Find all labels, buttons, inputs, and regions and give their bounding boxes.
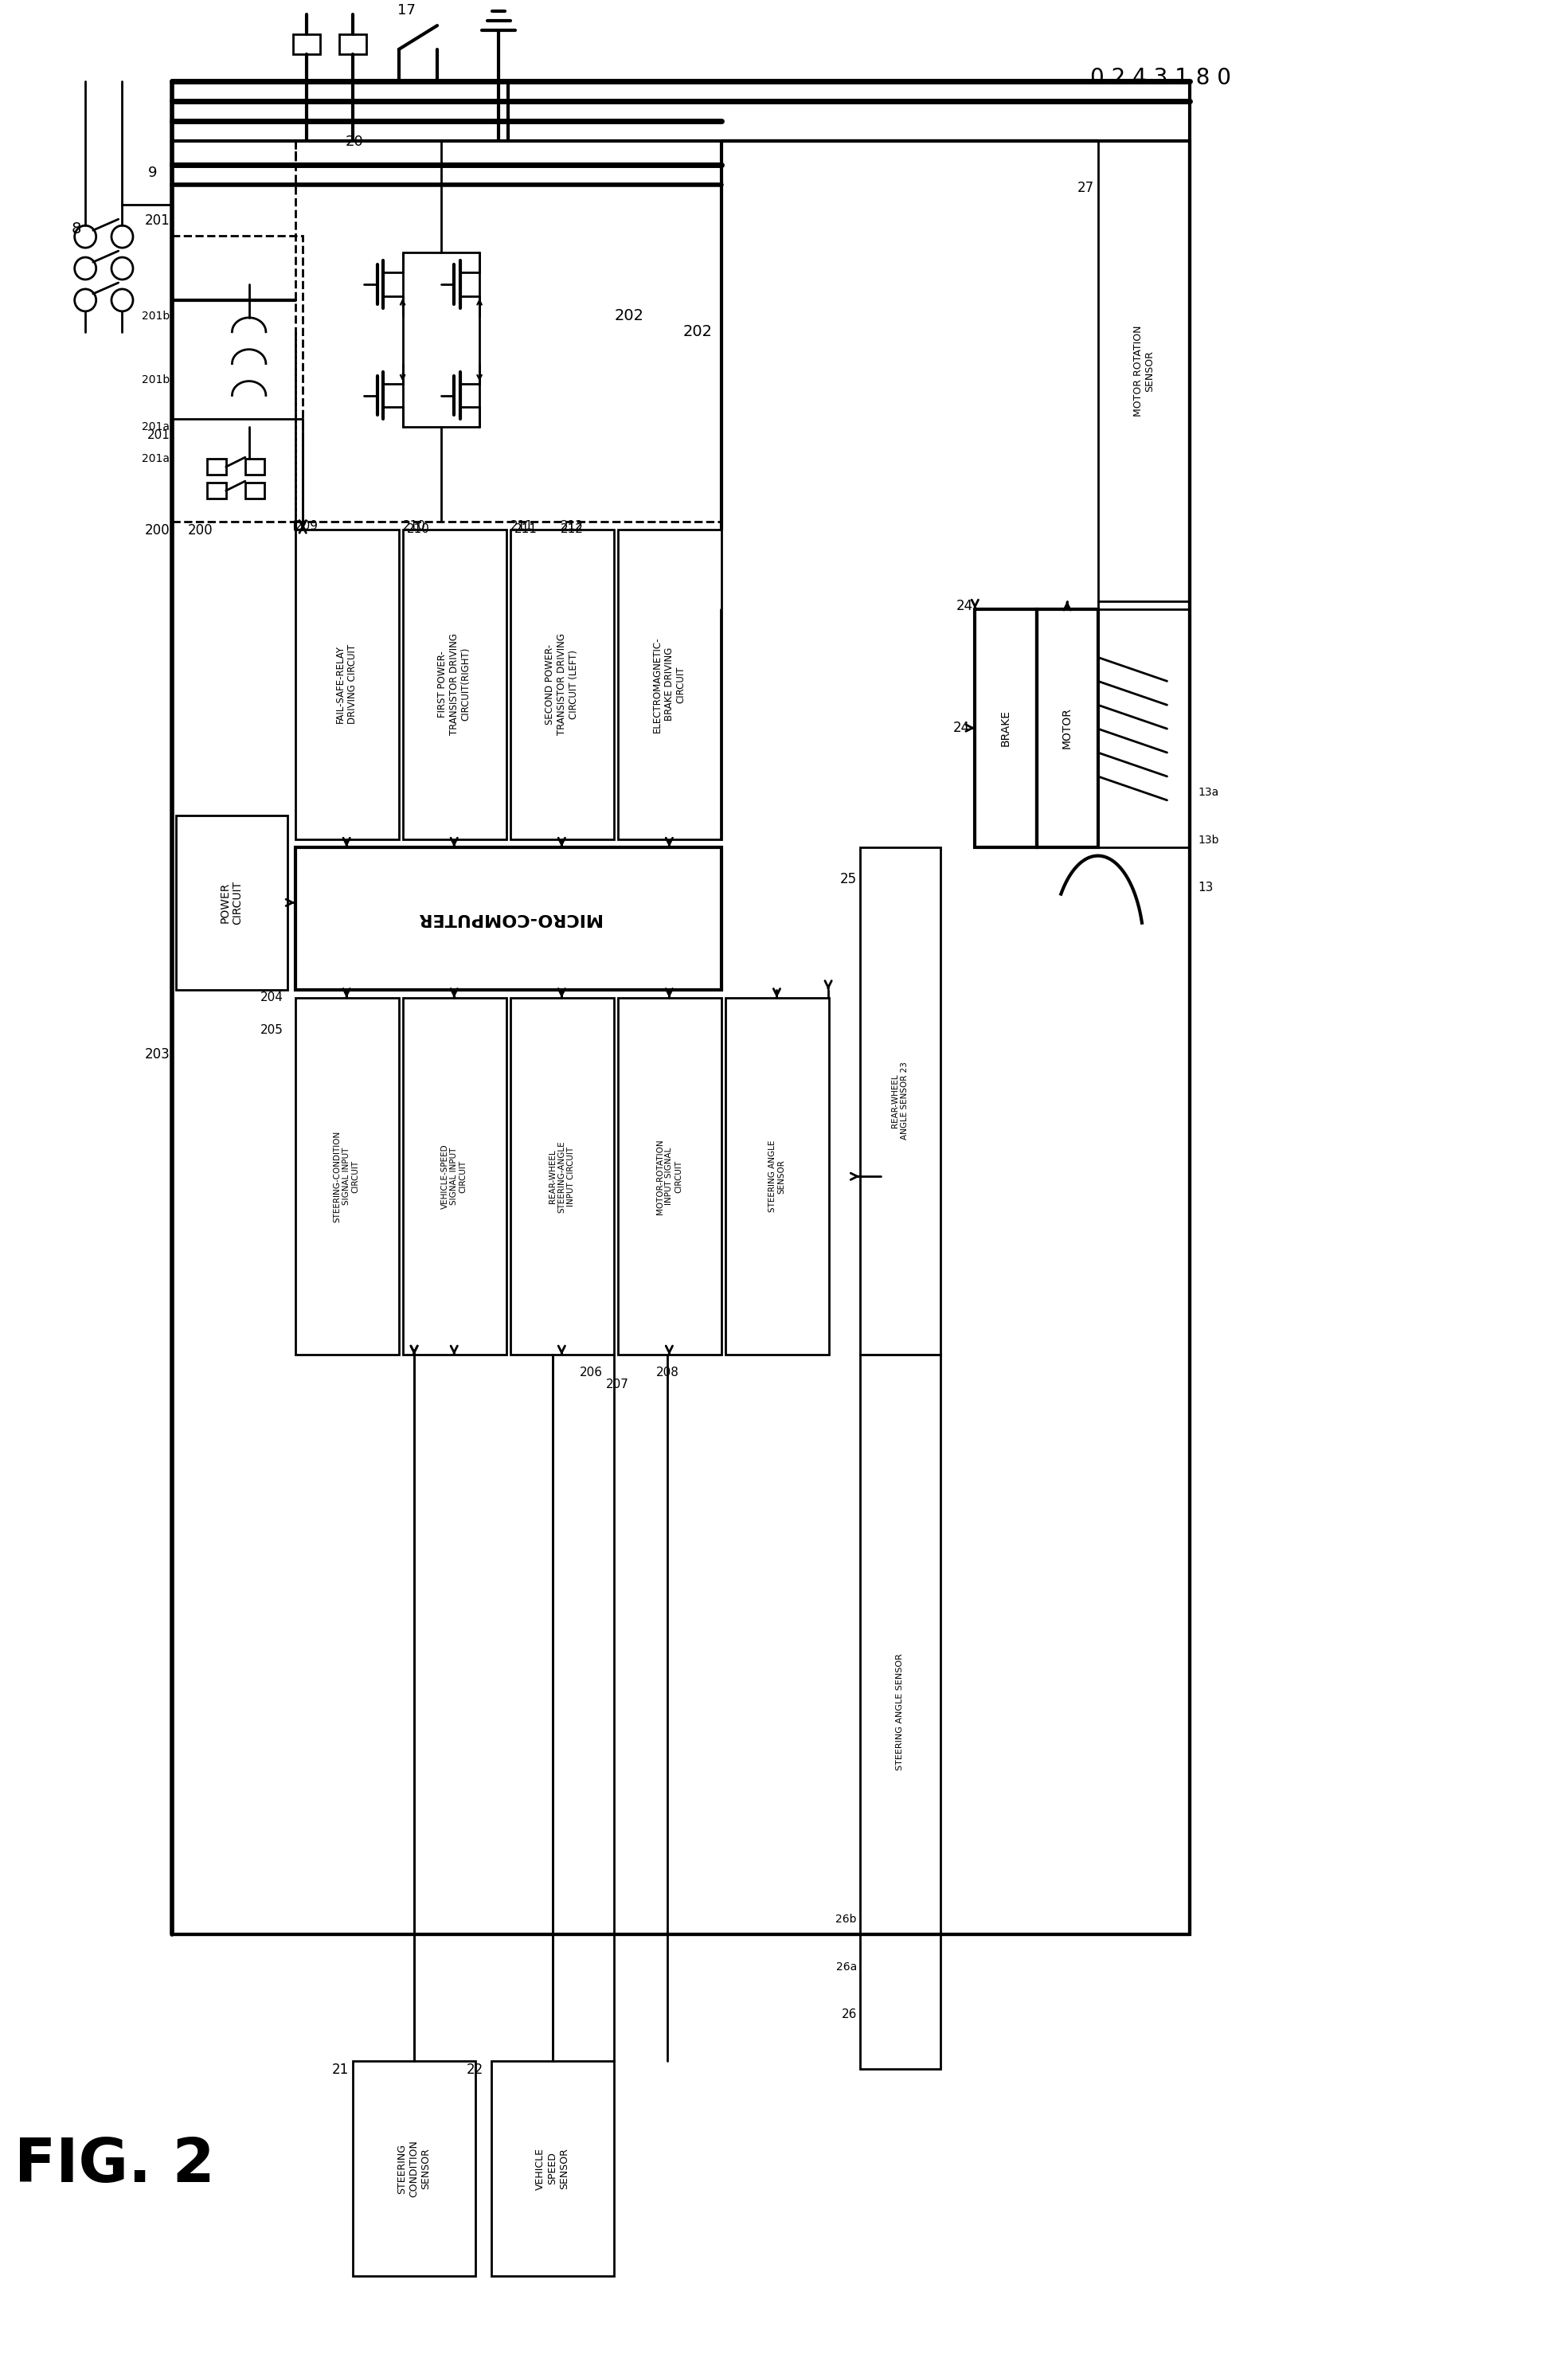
Text: 13a: 13a — [1198, 786, 1218, 797]
Text: 9: 9 — [149, 166, 157, 180]
Text: 24: 24 — [956, 599, 972, 613]
Text: 20: 20 — [345, 135, 364, 149]
Text: 22: 22 — [466, 2063, 483, 2077]
Text: 201: 201 — [147, 428, 169, 440]
Text: 200: 200 — [188, 523, 213, 537]
Text: 212: 212 — [560, 521, 583, 532]
Bar — [172, 237, 303, 521]
Bar — [172, 140, 1190, 1935]
Text: 201: 201 — [144, 213, 169, 227]
Text: FAIL-SAFE-RELAY
DRIVING CIRCUIT: FAIL-SAFE-RELAY DRIVING CIRCUIT — [336, 644, 358, 724]
Text: 24: 24 — [953, 722, 969, 736]
Bar — [339, 33, 367, 54]
Text: STEERING ANGLE
SENSOR: STEERING ANGLE SENSOR — [768, 1140, 786, 1211]
Text: 202: 202 — [684, 324, 712, 338]
Bar — [491, 2061, 615, 2276]
Text: 21: 21 — [332, 2063, 348, 2077]
Text: 208: 208 — [655, 1368, 679, 1379]
Bar — [293, 33, 320, 54]
Bar — [295, 847, 721, 989]
Text: REAR-WHEEL
ANGLE SENSOR 23: REAR-WHEEL ANGLE SENSOR 23 — [891, 1062, 908, 1140]
Text: 200: 200 — [144, 523, 169, 537]
Text: MOTOR-ROTATION
INPUT SIGNAL
CIRCUIT: MOTOR-ROTATION INPUT SIGNAL CIRCUIT — [655, 1138, 682, 1214]
Text: STEERING
CONDITION
SENSOR: STEERING CONDITION SENSOR — [397, 2139, 431, 2198]
Text: ELECTROMAGNETIC-
BRAKE DRIVING
CIRCUIT: ELECTROMAGNETIC- BRAKE DRIVING CIRCUIT — [652, 636, 687, 733]
Text: 17: 17 — [397, 2, 416, 17]
Bar — [295, 530, 398, 840]
Bar — [353, 2061, 475, 2276]
Text: 210: 210 — [403, 521, 425, 532]
Bar — [1098, 140, 1190, 601]
Text: MOTOR: MOTOR — [1062, 707, 1073, 748]
Text: 204: 204 — [260, 991, 284, 1003]
Bar — [975, 608, 1036, 847]
Bar — [207, 459, 226, 476]
Text: 203: 203 — [144, 1048, 169, 1062]
Text: BRAKE: BRAKE — [1000, 710, 1011, 745]
Bar — [510, 998, 615, 1356]
Bar — [859, 847, 941, 1356]
Text: 8: 8 — [71, 220, 82, 237]
Bar — [176, 816, 287, 989]
Text: 26: 26 — [842, 2009, 856, 2021]
Bar — [245, 483, 265, 499]
Bar — [245, 459, 265, 476]
Bar — [859, 1356, 941, 2070]
Text: MICRO-COMPUTER: MICRO-COMPUTER — [416, 911, 601, 927]
Text: 201b: 201b — [141, 310, 169, 322]
Text: 211: 211 — [514, 523, 536, 535]
Text: FIG. 2: FIG. 2 — [14, 2136, 215, 2196]
Bar — [618, 530, 721, 840]
Text: 207: 207 — [607, 1379, 629, 1391]
Bar — [403, 530, 506, 840]
Text: 205: 205 — [260, 1024, 284, 1036]
Text: 13: 13 — [1198, 883, 1214, 894]
Text: 206: 206 — [579, 1368, 602, 1379]
Bar — [207, 483, 226, 499]
Text: 209: 209 — [295, 521, 318, 532]
Text: 210: 210 — [406, 523, 430, 535]
Text: 211: 211 — [510, 521, 533, 532]
Text: VEHICLE
SPEED
SENSOR: VEHICLE SPEED SENSOR — [535, 2148, 569, 2189]
Text: 201a: 201a — [143, 454, 169, 464]
Text: VEHICLE-SPEED
SIGNAL INPUT
CIRCUIT: VEHICLE-SPEED SIGNAL INPUT CIRCUIT — [441, 1143, 467, 1209]
Text: STEERING ANGLE SENSOR: STEERING ANGLE SENSOR — [895, 1654, 903, 1770]
Text: 26b: 26b — [836, 1914, 856, 1926]
Bar — [295, 140, 721, 521]
Text: 212: 212 — [560, 523, 583, 535]
Text: STEERING-CONDITION
SIGNAL INPUT
CIRCUIT: STEERING-CONDITION SIGNAL INPUT CIRCUIT — [334, 1131, 359, 1223]
Text: 26a: 26a — [836, 1961, 856, 1973]
Bar — [1036, 608, 1098, 847]
Text: 201b: 201b — [141, 374, 169, 386]
Bar — [295, 998, 398, 1356]
Bar — [403, 998, 506, 1356]
Text: 0 2 4 3 1 8 0: 0 2 4 3 1 8 0 — [1090, 66, 1231, 90]
Text: REAR-WHEEL
STEERING-ANGLE
INPUT CIRCUIT: REAR-WHEEL STEERING-ANGLE INPUT CIRCUIT — [549, 1140, 575, 1211]
Text: 25: 25 — [840, 873, 856, 887]
Text: FIRST POWER-
TRANSISTOR DRIVING
CIRCUIT(RIGHT): FIRST POWER- TRANSISTOR DRIVING CIRCUIT(… — [437, 634, 472, 736]
Text: SECOND POWER-
TRANSISTOR DRIVING
CIRCUIT (LEFT): SECOND POWER- TRANSISTOR DRIVING CIRCUIT… — [544, 634, 579, 736]
Text: 202: 202 — [615, 308, 644, 324]
Text: MOTOR ROTATION
SENSOR: MOTOR ROTATION SENSOR — [1132, 324, 1156, 416]
Text: 13b: 13b — [1198, 835, 1218, 845]
Bar — [510, 530, 615, 840]
Text: 201a: 201a — [143, 421, 169, 433]
Bar — [726, 998, 829, 1356]
Text: POWER
CIRCUIT: POWER CIRCUIT — [220, 880, 243, 925]
Bar — [618, 998, 721, 1356]
Text: 27: 27 — [1077, 182, 1094, 196]
